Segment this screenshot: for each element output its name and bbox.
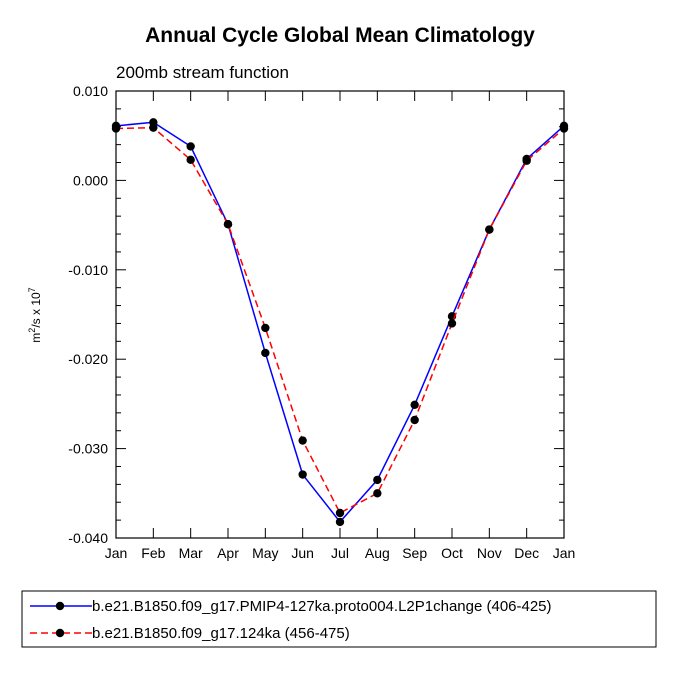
plot-area	[115, 90, 565, 539]
x-tick-label: Dec	[514, 545, 539, 561]
x-tick-label: Feb	[141, 545, 165, 561]
y-axis-label: m2/s x 107	[27, 287, 43, 342]
y-axis-label-base: m	[29, 333, 43, 343]
series-2-point	[522, 156, 531, 165]
series-2-point	[335, 508, 345, 518]
series-1	[111, 118, 569, 527]
series-2-point	[149, 123, 158, 132]
y-tick-label: -0.040	[68, 530, 108, 546]
y-tick-label: -0.010	[68, 262, 108, 278]
series-2-point	[186, 155, 195, 165]
chart-subtitle: 200mb stream function	[116, 63, 289, 82]
x-tick-label: Nov	[477, 545, 502, 561]
series-1-point	[261, 348, 270, 358]
y-axis-label-sup2: 7	[27, 287, 37, 292]
series-2-point	[111, 124, 121, 133]
x-tick-label: Aug	[365, 545, 390, 561]
series-2-point	[261, 323, 270, 333]
x-tick-label: Jul	[331, 545, 349, 561]
x-tick-label: Apr	[217, 545, 239, 561]
y-axis-label-mid: /s x 10	[29, 292, 43, 328]
legend-marker-2	[55, 628, 65, 638]
legend-label-1: b.e21.B1850.f09_g17.PMIP4-127ka.proto004…	[92, 598, 552, 615]
series-2-point	[298, 436, 307, 445]
series-1-point	[186, 142, 195, 151]
series-2	[111, 123, 569, 518]
series-line-1	[115, 121, 565, 524]
series-line-2	[115, 126, 565, 514]
plot-frame	[115, 90, 565, 539]
series-2-point	[447, 319, 457, 328]
legend-box	[21, 590, 657, 648]
x-tick-label: Mar	[179, 545, 203, 561]
y-axis-label-sup1: 2	[27, 328, 37, 333]
y-tick-label: -0.020	[68, 351, 108, 367]
x-tick-label: Jan	[105, 545, 128, 561]
y-tick-label: 0.000	[73, 172, 108, 188]
series-1-point	[335, 517, 345, 527]
series-2-point	[223, 220, 233, 229]
x-tick-label: Sep	[402, 545, 427, 561]
series-2-point	[410, 415, 419, 425]
series-2-point	[559, 124, 569, 133]
legend-label-2: b.e21.B1850.f09_g17.124ka (456-475)	[92, 625, 350, 642]
legend-marker-1	[55, 601, 65, 611]
series-2-point	[485, 225, 494, 234]
series-2-point	[373, 489, 382, 498]
chart-title: Annual Cycle Global Mean Climatology	[145, 24, 535, 47]
series-1-point	[298, 470, 307, 479]
legend: b.e21.B1850.f09_g17.PMIP4-127ka.proto004…	[21, 590, 657, 648]
x-tick-label: Jun	[291, 545, 314, 561]
y-tick-label: 0.010	[73, 83, 108, 99]
series-layer	[111, 118, 569, 527]
x-tick-label: May	[252, 545, 278, 561]
series-1-point	[410, 400, 419, 409]
series-1-point	[373, 475, 382, 485]
y-tick-label: -0.030	[68, 441, 108, 457]
x-tick-label: Jan	[553, 545, 576, 561]
x-tick-label: Oct	[441, 545, 463, 561]
